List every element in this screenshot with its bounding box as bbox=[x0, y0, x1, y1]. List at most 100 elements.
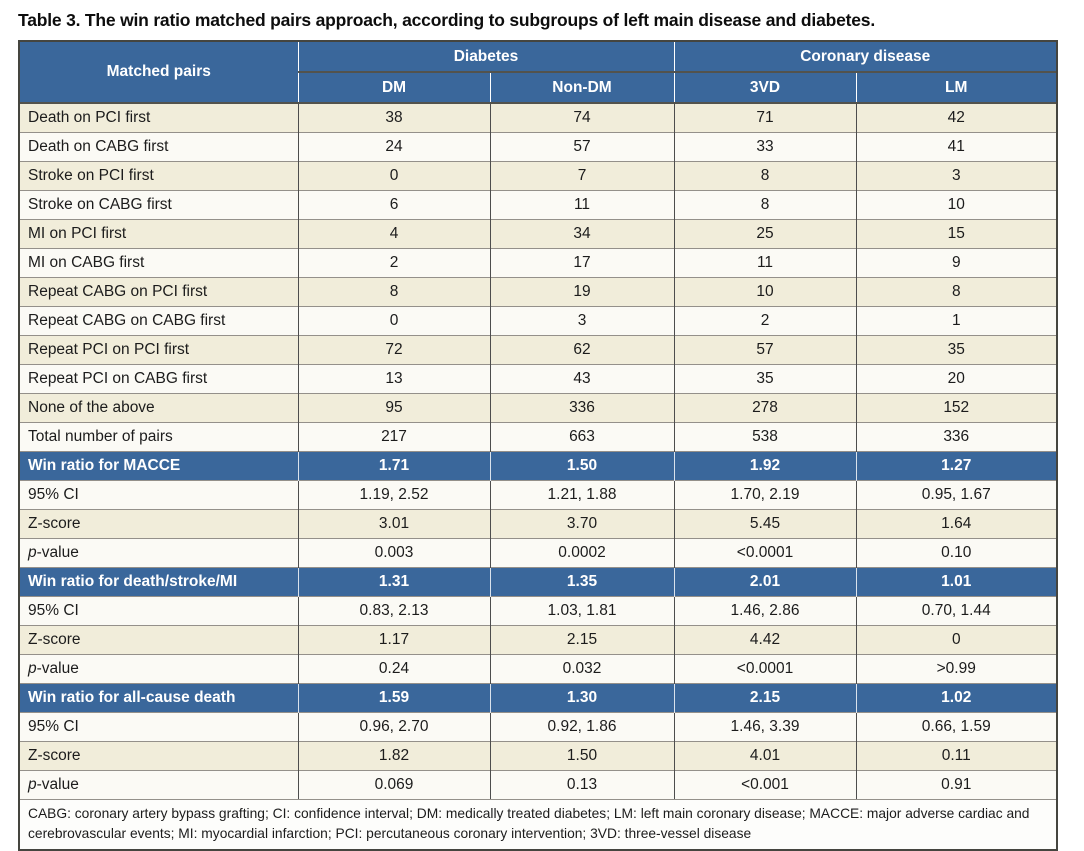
value-cell: 3.70 bbox=[489, 509, 674, 539]
value-cell: 41 bbox=[855, 132, 1056, 162]
value-cell: 2 bbox=[297, 248, 490, 278]
row-label: Stroke on PCI first bbox=[20, 161, 298, 191]
value-cell: 20 bbox=[855, 364, 1056, 394]
value-cell: 10 bbox=[673, 277, 856, 307]
table-row: Death on CABG first 24 57 33 41 bbox=[20, 132, 1056, 162]
value-cell: 152 bbox=[855, 393, 1056, 423]
value-cell: 33 bbox=[673, 132, 856, 162]
value-cell: 1.71 bbox=[297, 451, 490, 481]
row-label: Z-score bbox=[20, 741, 298, 771]
value-cell: 3 bbox=[855, 161, 1056, 191]
value-cell: 5.45 bbox=[673, 509, 856, 539]
row-label: Total number of pairs bbox=[20, 422, 298, 452]
row-label: MI on CABG first bbox=[20, 248, 298, 278]
value-cell: 0.003 bbox=[297, 538, 490, 568]
row-label: Z-score bbox=[20, 509, 298, 539]
value-cell: 1.92 bbox=[673, 451, 856, 481]
value-cell: 1.46, 3.39 bbox=[673, 712, 856, 742]
value-cell: 1.03, 1.81 bbox=[489, 596, 674, 626]
row-label: Win ratio for MACCE bbox=[20, 451, 298, 481]
value-cell: 663 bbox=[489, 422, 674, 452]
value-cell: 0.13 bbox=[489, 770, 674, 799]
value-cell: 7 bbox=[489, 161, 674, 191]
value-cell: 2.15 bbox=[673, 683, 856, 713]
value-cell: 1.31 bbox=[297, 567, 490, 597]
header-col-non-dm: Non-DM bbox=[489, 71, 674, 104]
table-header: Matched pairs Diabetes Coronary disease … bbox=[20, 42, 1056, 104]
header-subgroup-row: DM Non-DM 3VD LM bbox=[20, 71, 1056, 104]
table-row: 95% CI 1.19, 2.52 1.21, 1.88 1.70, 2.19 0.95… bbox=[20, 480, 1056, 510]
row-label: None of the above bbox=[20, 393, 298, 423]
table-row: p-value 0.069 0.13 <0.001 0.91 bbox=[20, 770, 1056, 799]
value-cell: 0.032 bbox=[489, 654, 674, 684]
value-cell: 4.42 bbox=[673, 625, 856, 655]
value-cell: 13 bbox=[297, 364, 490, 394]
value-cell: 1.35 bbox=[489, 567, 674, 597]
value-cell: 1.19, 2.52 bbox=[297, 480, 490, 510]
value-cell: 62 bbox=[489, 335, 674, 365]
win-ratio-row: Win ratio for MACCE 1.71 1.50 1.92 1.27 bbox=[20, 451, 1056, 481]
value-cell: 35 bbox=[673, 364, 856, 394]
value-cell: 0 bbox=[297, 306, 490, 336]
value-cell: 74 bbox=[489, 102, 674, 133]
row-label: Stroke on CABG first bbox=[20, 190, 298, 220]
table-row: Repeat CABG on CABG first 0 3 2 1 bbox=[20, 306, 1056, 336]
value-cell: 35 bbox=[855, 335, 1056, 365]
row-label: MI on PCI first bbox=[20, 219, 298, 249]
row-label: Death on CABG first bbox=[20, 132, 298, 162]
table-row: p-value 0.24 0.032 <0.0001 >0.99 bbox=[20, 654, 1056, 684]
value-cell: 0.96, 2.70 bbox=[297, 712, 490, 742]
table-row: 95% CI 0.96, 2.70 0.92, 1.86 1.46, 3.39 0.66… bbox=[20, 712, 1056, 742]
row-label: Repeat PCI on CABG first bbox=[20, 364, 298, 394]
table-row: Z-score 1.82 1.50 4.01 0.11 bbox=[20, 741, 1056, 771]
value-cell: 1.02 bbox=[855, 683, 1056, 713]
value-cell: >0.99 bbox=[855, 654, 1056, 684]
value-cell: 11 bbox=[673, 248, 856, 278]
value-cell: 1.70, 2.19 bbox=[673, 480, 856, 510]
value-cell: 0.91 bbox=[855, 770, 1056, 799]
value-cell: 0.0002 bbox=[489, 538, 674, 568]
value-cell: 1.64 bbox=[855, 509, 1056, 539]
value-cell: <0.0001 bbox=[673, 538, 856, 568]
value-cell: 43 bbox=[489, 364, 674, 394]
value-cell: 34 bbox=[489, 219, 674, 249]
value-cell: 0.83, 2.13 bbox=[297, 596, 490, 626]
value-cell: 8 bbox=[297, 277, 490, 307]
row-label: 95% CI bbox=[20, 712, 298, 742]
value-cell: 336 bbox=[489, 393, 674, 423]
table-row: MI on CABG first 2 17 11 9 bbox=[20, 248, 1056, 278]
table-row: Z-score 1.17 2.15 4.42 0 bbox=[20, 625, 1056, 655]
header-matched-pairs: Matched pairs bbox=[20, 42, 298, 104]
value-cell: 42 bbox=[855, 102, 1056, 133]
value-cell: 3.01 bbox=[297, 509, 490, 539]
header-group-coronary-disease: Coronary disease bbox=[673, 42, 1056, 73]
win-ratio-row: Win ratio for death/stroke/MI 1.31 1.35 2.0… bbox=[20, 567, 1056, 597]
value-cell: 1.21, 1.88 bbox=[489, 480, 674, 510]
table-row: None of the above 95 336 278 152 bbox=[20, 393, 1056, 423]
value-cell: 9 bbox=[855, 248, 1056, 278]
value-cell: 15 bbox=[855, 219, 1056, 249]
value-cell: 8 bbox=[673, 161, 856, 191]
value-cell: 4.01 bbox=[673, 741, 856, 771]
value-cell: 72 bbox=[297, 335, 490, 365]
value-cell: 71 bbox=[673, 102, 856, 133]
table-row: Stroke on PCI first 0 7 8 3 bbox=[20, 161, 1056, 191]
win-ratio-table: Matched pairs Diabetes Coronary disease … bbox=[20, 42, 1056, 799]
value-cell: 278 bbox=[673, 393, 856, 423]
row-label: Death on PCI first bbox=[20, 102, 298, 133]
value-cell: 0 bbox=[297, 161, 490, 191]
table-row: Z-score 3.01 3.70 5.45 1.64 bbox=[20, 509, 1056, 539]
value-cell: 1.30 bbox=[489, 683, 674, 713]
value-cell: 25 bbox=[673, 219, 856, 249]
table-row: Total number of pairs 217 663 538 336 bbox=[20, 422, 1056, 452]
value-cell: 0.92, 1.86 bbox=[489, 712, 674, 742]
value-cell: 1 bbox=[855, 306, 1056, 336]
table-row: MI on PCI first 4 34 25 15 bbox=[20, 219, 1056, 249]
table-row: Repeat CABG on PCI first 8 19 10 8 bbox=[20, 277, 1056, 307]
table-title: Table 3. The win ratio matched pairs app… bbox=[18, 10, 875, 30]
header-group-row: Matched pairs Diabetes Coronary disease bbox=[20, 42, 1056, 104]
row-label: Repeat CABG on PCI first bbox=[20, 277, 298, 307]
value-cell: 3 bbox=[489, 306, 674, 336]
value-cell: <0.0001 bbox=[673, 654, 856, 684]
value-cell: 57 bbox=[673, 335, 856, 365]
